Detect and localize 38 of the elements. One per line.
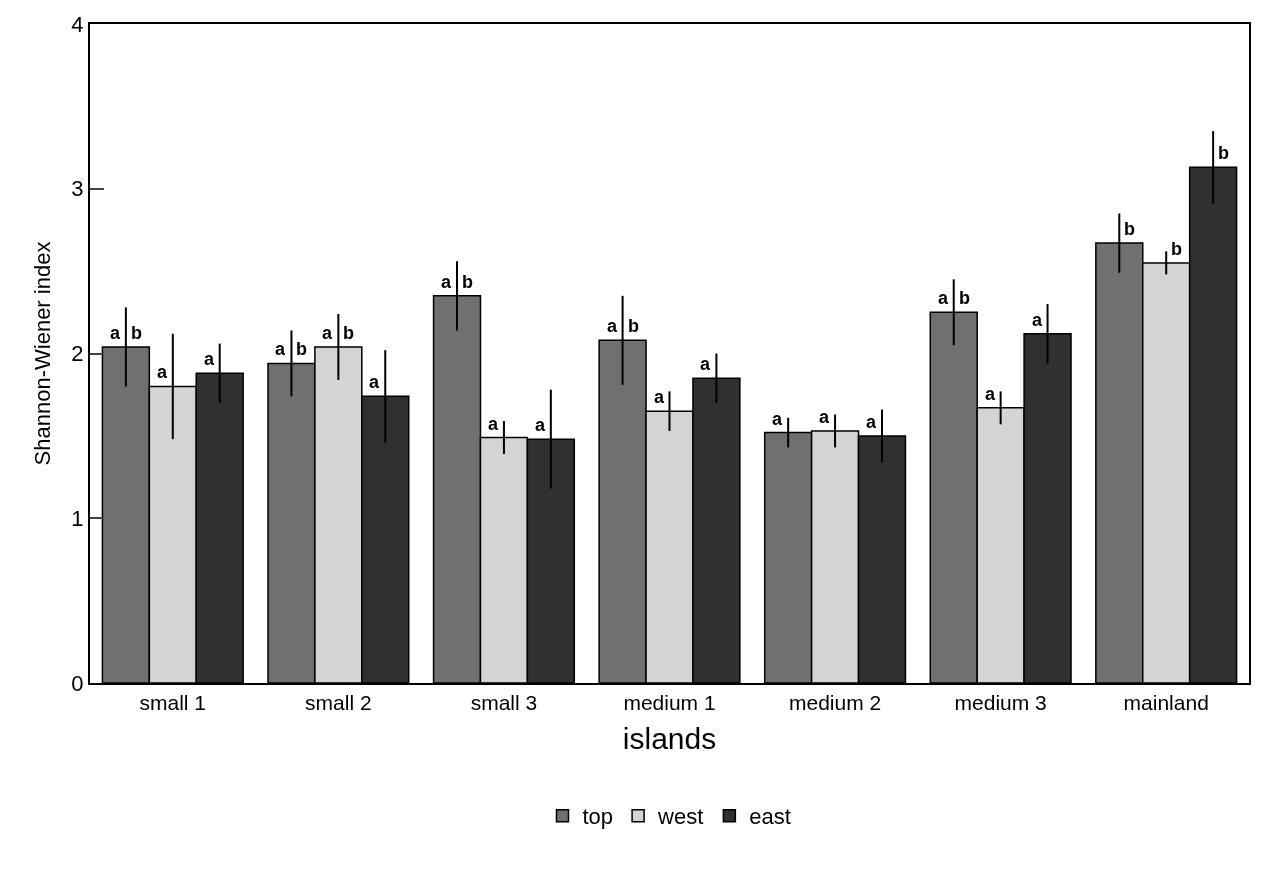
x-tick-label: small 1	[139, 691, 207, 715]
data-label: a b	[110, 323, 142, 343]
x-axis-title: islands	[622, 722, 717, 756]
data-label: a	[700, 354, 711, 374]
data-label: b	[1171, 239, 1182, 259]
data-label: a	[819, 407, 830, 427]
data-label: a b	[938, 288, 970, 308]
x-tick-label: small 3	[470, 691, 538, 715]
x-tick-label: medium 1	[623, 691, 716, 715]
legend-label: top	[582, 804, 614, 830]
x-tick-label: medium 2	[788, 691, 882, 715]
data-label: b	[1124, 219, 1135, 239]
data-label: a	[488, 414, 499, 434]
data-label: b	[1218, 143, 1229, 163]
y-tick-label: 1	[71, 505, 84, 531]
x-tick-label: mainland	[1123, 691, 1209, 715]
data-label: a	[535, 415, 546, 435]
data-label: a b	[607, 316, 639, 336]
data-label: a	[985, 384, 996, 404]
legend-label: west	[657, 804, 704, 830]
y-tick-label: 2	[71, 341, 84, 367]
x-tick-label: medium 3	[954, 691, 1047, 715]
data-label: a b	[441, 272, 473, 292]
y-tick-label: 4	[71, 11, 84, 37]
data-label: a	[654, 387, 665, 407]
y-axis-title: Shannon-Wiener index	[29, 241, 55, 466]
data-label: a	[1032, 310, 1043, 330]
data-label: a	[866, 412, 877, 432]
x-tick-label: small 2	[305, 691, 372, 715]
data-label: a	[157, 362, 168, 382]
y-tick-label: 0	[71, 670, 84, 696]
y-tick-label: 3	[71, 176, 84, 202]
data-label: a	[369, 372, 380, 392]
legend-label: east	[749, 804, 791, 830]
data-label: a	[772, 409, 783, 429]
data-label: a b	[322, 323, 354, 343]
data-label: a	[204, 349, 215, 369]
data-label: a b	[275, 339, 307, 359]
